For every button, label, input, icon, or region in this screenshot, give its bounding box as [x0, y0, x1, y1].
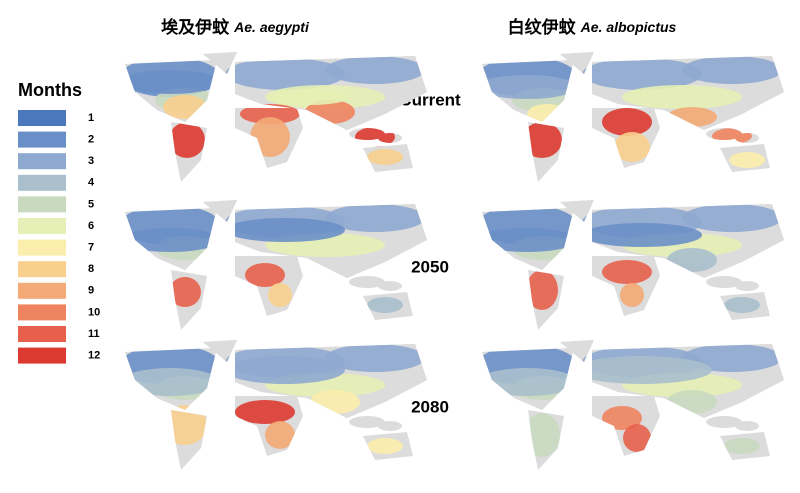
legend-label: 8 [88, 263, 94, 275]
map-region [620, 283, 644, 307]
map-region [225, 356, 345, 384]
column-title: 埃及伊蚊 Ae. aegypti [161, 17, 310, 38]
map-region [245, 263, 285, 287]
map-region [682, 56, 782, 84]
map-region [240, 104, 300, 124]
map-region [667, 107, 717, 127]
map-region [325, 344, 425, 372]
map-region [614, 132, 650, 162]
map-region [482, 228, 577, 252]
map-region [169, 277, 201, 307]
title-latin: Ae. albopictus [580, 19, 677, 35]
map-region [582, 58, 702, 90]
map-region [268, 283, 292, 307]
legend-label: 10 [88, 306, 100, 318]
map-region [482, 75, 577, 99]
legend-swatch [18, 196, 66, 213]
map-region [163, 95, 207, 119]
map-panel [482, 200, 784, 330]
map-region [225, 58, 345, 90]
map-region [225, 218, 345, 242]
legend-swatch [18, 282, 66, 299]
map-region [526, 270, 558, 310]
legend-swatch [18, 131, 66, 148]
map-region [602, 108, 652, 136]
column-title: 白纹伊蚊 Ae. albopictus [508, 17, 677, 38]
legend-swatch [18, 326, 66, 342]
map-region [163, 405, 207, 445]
legend-title: Months [18, 80, 82, 100]
legend-swatch [18, 218, 66, 234]
map-region [367, 149, 403, 165]
legend-swatch [18, 304, 66, 321]
map-region [310, 390, 360, 414]
title-latin: Ae. aegypti [233, 19, 310, 35]
legend-label: 12 [88, 350, 100, 362]
legend-swatch [18, 347, 66, 364]
map-region [582, 223, 702, 247]
map-region [524, 413, 560, 457]
title-cn: 白纹伊蚊 [508, 17, 577, 38]
legend-swatch [18, 239, 66, 256]
map-region [265, 421, 295, 449]
map-region [482, 368, 577, 396]
legend-label: 2 [88, 134, 94, 146]
map-region [712, 128, 752, 144]
legend-label: 1 [88, 112, 94, 124]
map-region [125, 368, 220, 396]
row-label: 2080 [411, 397, 449, 416]
map-panel [125, 340, 427, 470]
map-colors [125, 52, 427, 182]
title-cn: 埃及伊蚊 [161, 17, 230, 38]
map-colors [482, 200, 784, 330]
map-region [667, 248, 717, 272]
map-region [527, 104, 567, 124]
map-region [682, 204, 782, 232]
legend-label: 6 [88, 220, 94, 232]
map-region [724, 438, 760, 454]
legend-label: 4 [88, 177, 95, 189]
map-region [235, 400, 295, 424]
map-region [325, 204, 425, 232]
map-region [724, 297, 760, 313]
map-region [270, 89, 350, 105]
map-region [169, 122, 205, 158]
legend-swatch [18, 174, 66, 191]
map-region [250, 117, 290, 157]
map-region [367, 438, 403, 454]
map-region [729, 152, 765, 168]
map-panel [125, 200, 427, 330]
map-panel [125, 52, 427, 182]
map-colors [125, 340, 427, 470]
map-region [355, 127, 395, 147]
legend-label: 11 [88, 328, 100, 340]
map-colors [482, 52, 784, 182]
map-region [622, 85, 742, 109]
map-region [667, 390, 717, 414]
legend-swatch [18, 261, 66, 278]
map-region [125, 228, 220, 252]
map-region [325, 56, 425, 84]
map-region [602, 260, 652, 284]
legend-label: 9 [88, 285, 94, 297]
map-region [602, 406, 642, 430]
map-region [623, 424, 651, 452]
legend-label: 5 [88, 198, 94, 210]
legend-swatch [18, 153, 66, 170]
map-panel [482, 52, 784, 182]
legend-swatch [18, 110, 66, 126]
legend-label: 7 [88, 242, 94, 254]
row-label: 2050 [411, 257, 449, 276]
legend-label: 3 [88, 155, 94, 167]
map-panel [482, 340, 784, 470]
map-region [522, 122, 562, 158]
map-colors [482, 340, 784, 470]
map-region [572, 356, 712, 384]
map-region [125, 70, 220, 94]
map-region [367, 297, 403, 313]
map-colors [125, 200, 427, 330]
